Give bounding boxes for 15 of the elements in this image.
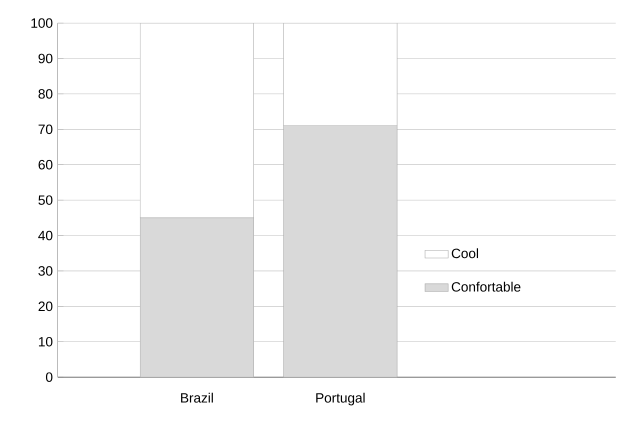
- y-tick-label: 30: [38, 266, 52, 276]
- y-tick-label: 50: [38, 195, 52, 205]
- x-tick-label: Brazil: [181, 392, 213, 403]
- y-tick-label: 0: [46, 372, 52, 382]
- y-tick-label: 60: [38, 160, 52, 170]
- y-tick-label: 100: [31, 18, 52, 28]
- y-tick-label: 80: [38, 89, 52, 99]
- y-tick-label: 70: [38, 124, 52, 134]
- y-tick-label: 40: [38, 230, 52, 240]
- y-tick-label: 10: [38, 336, 52, 347]
- legend-label: Confortable: [452, 282, 520, 292]
- y-tick-label: 20: [38, 302, 52, 312]
- x-tick-label: Portugal: [316, 392, 365, 406]
- y-tick-label: 90: [38, 54, 52, 64]
- legend-label: Cool: [452, 248, 478, 258]
